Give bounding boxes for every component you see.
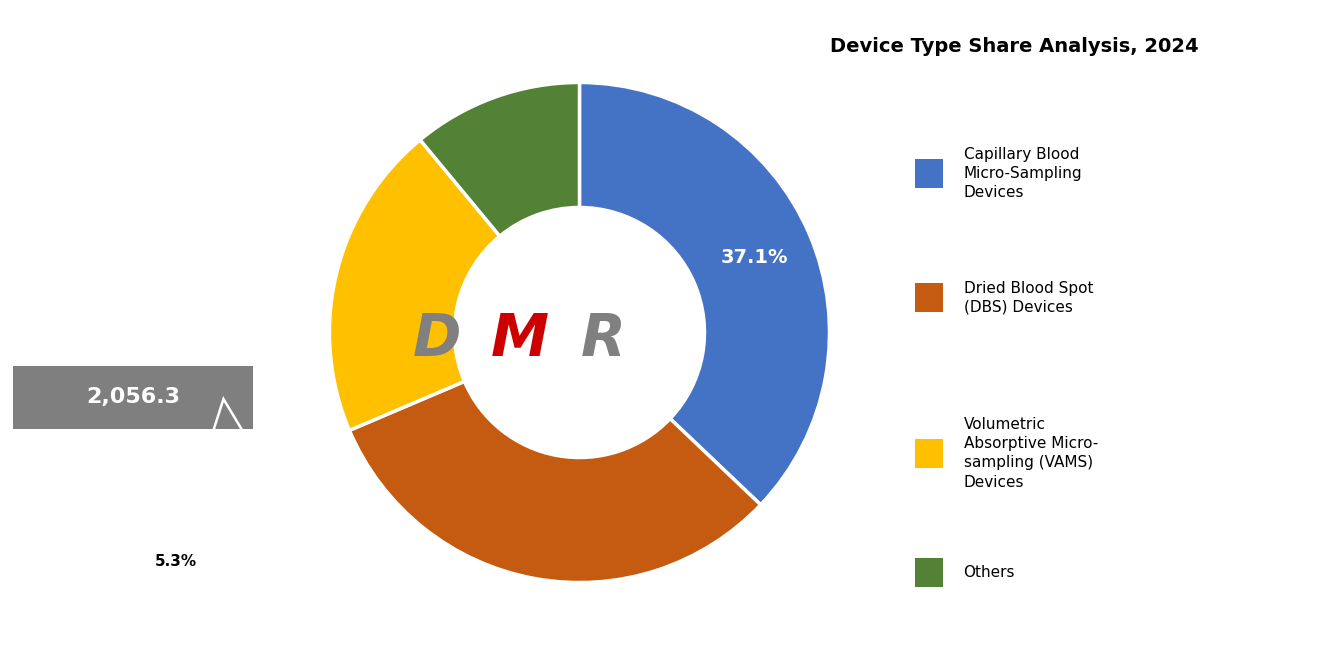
FancyBboxPatch shape [915, 439, 943, 467]
FancyBboxPatch shape [915, 559, 943, 587]
Text: M: M [491, 311, 549, 368]
Wedge shape [579, 82, 830, 505]
Text: Global Blood Micro-
Sampling Medical
Devices Market Size
(USD Million), 2024: Global Blood Micro- Sampling Medical Dev… [50, 233, 216, 315]
FancyBboxPatch shape [13, 366, 253, 429]
Wedge shape [349, 382, 761, 583]
Text: D: D [414, 311, 461, 368]
Wedge shape [329, 140, 499, 430]
Text: Dried Blood Spot
(DBS) Devices: Dried Blood Spot (DBS) Devices [964, 281, 1093, 315]
Text: R: R [581, 311, 626, 368]
FancyBboxPatch shape [915, 159, 943, 188]
Text: 2,056.3: 2,056.3 [86, 387, 180, 407]
Text: Capillary Blood
Micro-Sampling
Devices: Capillary Blood Micro-Sampling Devices [964, 146, 1083, 200]
Wedge shape [420, 82, 579, 236]
FancyBboxPatch shape [915, 283, 943, 312]
Text: Volumetric
Absorptive Micro-
sampling (VAMS)
Devices: Volumetric Absorptive Micro- sampling (V… [964, 417, 1098, 489]
Text: 5.3%: 5.3% [154, 555, 196, 569]
Text: 37.1%: 37.1% [720, 248, 788, 267]
Text: Others: Others [964, 565, 1015, 580]
Text: CAGR
2024-2033: CAGR 2024-2033 [29, 521, 109, 549]
Text: Device Type Share Analysis, 2024: Device Type Share Analysis, 2024 [830, 37, 1198, 56]
Text: Dimension
Market
Research: Dimension Market Research [63, 33, 203, 124]
